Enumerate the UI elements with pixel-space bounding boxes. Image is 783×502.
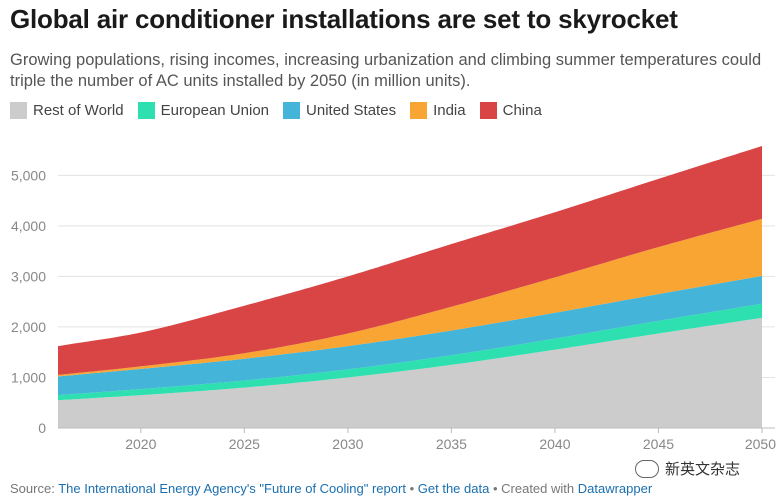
legend-label: United States xyxy=(306,102,397,119)
legend-item: Rest of World xyxy=(10,102,124,119)
watermark: 新英文杂志 xyxy=(635,458,740,479)
x-tick-label: 2030 xyxy=(332,436,363,452)
y-tick-label: 0 xyxy=(38,420,46,436)
legend-label: Rest of World xyxy=(33,102,124,119)
area-series-india xyxy=(58,218,762,377)
legend-swatch xyxy=(283,102,301,119)
y-tick-label: 1,000 xyxy=(11,369,46,385)
x-tick-label: 2040 xyxy=(539,436,570,452)
x-tick-label: 2025 xyxy=(229,436,260,452)
legend-label: China xyxy=(502,102,542,119)
chart-source: Source: The International Energy Agency'… xyxy=(10,481,652,496)
y-tick-label: 3,000 xyxy=(11,268,46,284)
y-tick-label: 4,000 xyxy=(11,218,46,234)
area-series-united-states xyxy=(58,275,762,396)
source-separator: • xyxy=(409,481,415,496)
legend-swatch xyxy=(479,102,497,119)
datawrapper-link[interactable]: Datawrapper xyxy=(577,481,653,496)
source-prefix: Source: xyxy=(10,481,55,496)
y-tick-label: 5,000 xyxy=(11,167,46,183)
legend-item: United States xyxy=(283,102,396,119)
area-series-china xyxy=(58,146,762,375)
chart-title: Global air conditioner installations are… xyxy=(10,4,678,34)
wechat-icon xyxy=(635,459,659,478)
x-tick-label: 2035 xyxy=(436,436,467,452)
watermark-text: 新英文杂志 xyxy=(665,461,741,478)
legend-label: European Union xyxy=(160,102,270,119)
legend-swatch xyxy=(410,102,428,119)
area-series-rest-of-world xyxy=(58,317,762,428)
x-tick-label: 2020 xyxy=(125,436,156,452)
stacked-area-chart: 0 1,000 2,000 3,000 4,000 5,000 2020 2025 2030 20… xyxy=(11,146,776,452)
chart-subtitle: Growing populations, rising incomes, inc… xyxy=(10,51,762,90)
created-with-text: Created with xyxy=(501,481,575,496)
legend-item: China xyxy=(479,102,542,119)
legend-item: European Union xyxy=(137,102,270,119)
legend-label: India xyxy=(433,102,466,119)
chart-legend: Rest of World European Union United States… xyxy=(10,102,542,119)
x-tick-label: 2050 xyxy=(745,436,776,452)
x-tick-label: 2045 xyxy=(643,436,674,452)
legend-swatch xyxy=(10,102,27,119)
source-report-link[interactable]: The International Energy Agency's "Futur… xyxy=(58,481,406,496)
get-data-link[interactable]: Get the data xyxy=(417,481,490,496)
area-series-european-union xyxy=(58,303,762,401)
y-tick-label: 2,000 xyxy=(11,319,46,335)
legend-item: India xyxy=(410,102,466,119)
legend-swatch xyxy=(137,102,155,119)
source-separator: • xyxy=(492,481,498,496)
